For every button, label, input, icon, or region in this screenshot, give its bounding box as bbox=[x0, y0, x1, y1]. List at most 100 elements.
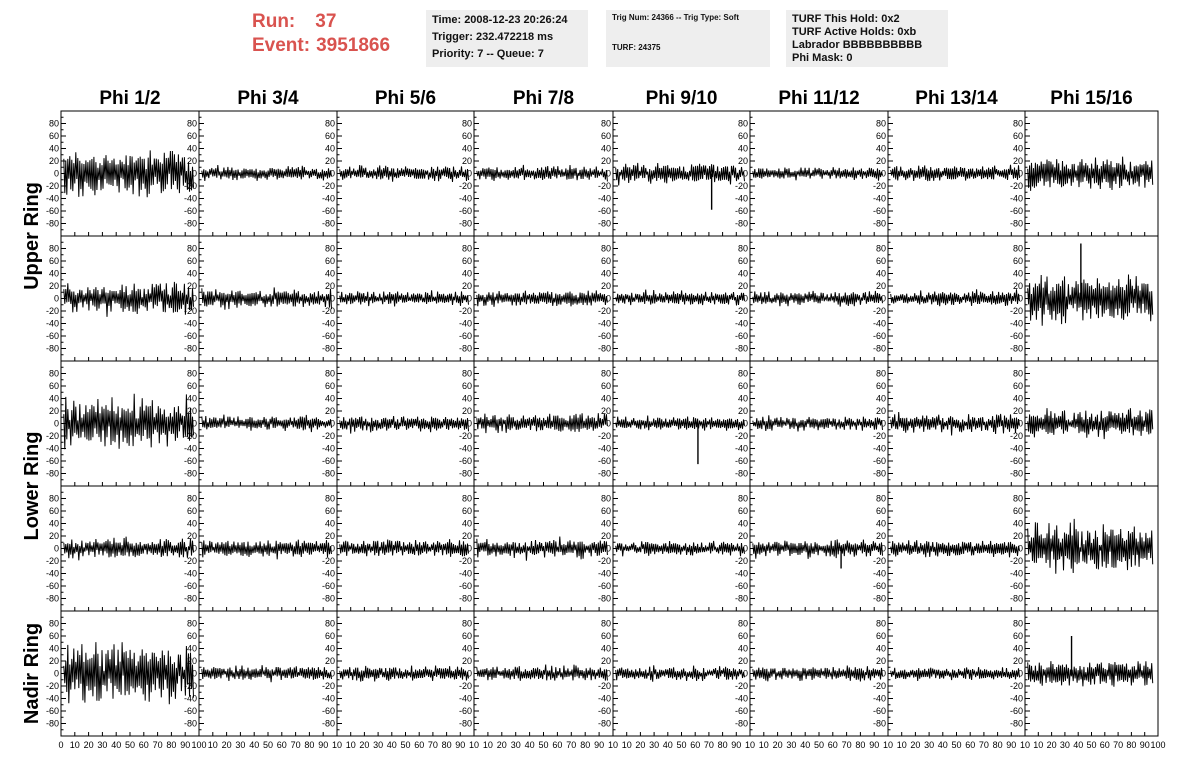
y-tick-label: 0 bbox=[192, 669, 197, 679]
x-tick-label: 90 bbox=[180, 740, 190, 750]
y-tick-label: 40 bbox=[187, 269, 197, 279]
x-tick-label: 90 bbox=[318, 740, 328, 750]
y-tick-label: 0 bbox=[606, 544, 611, 554]
y-tick-label: -20 bbox=[1010, 556, 1023, 566]
y-tick-label: 20 bbox=[49, 656, 59, 666]
waveform-line bbox=[201, 165, 332, 182]
y-tick-label: -20 bbox=[184, 181, 197, 191]
x-tick-label: 90 bbox=[1140, 740, 1150, 750]
phi-label: Phi 7/8 bbox=[513, 88, 574, 109]
y-tick-label: 40 bbox=[462, 269, 472, 279]
y-tick-label: -40 bbox=[322, 694, 335, 704]
y-tick-label: 40 bbox=[462, 519, 472, 529]
y-tick-label: -80 bbox=[735, 469, 748, 479]
y-tick-label: 60 bbox=[187, 506, 197, 516]
y-tick-label: -20 bbox=[46, 431, 59, 441]
event-value: 3951866 bbox=[316, 35, 391, 56]
y-tick-label: 40 bbox=[462, 644, 472, 654]
x-tick-label: 10 bbox=[759, 740, 769, 750]
y-tick-label: -80 bbox=[1010, 594, 1023, 604]
y-tick-label: 60 bbox=[325, 131, 335, 141]
y-tick-label: 40 bbox=[325, 394, 335, 404]
y-tick-label: -20 bbox=[459, 431, 472, 441]
y-tick-label: -80 bbox=[459, 469, 472, 479]
y-tick-label: -20 bbox=[735, 181, 748, 191]
waveform-panel: 80 60 40 20 0 -20 -40 -60 -80 bbox=[735, 485, 889, 612]
y-tick-label: 80 bbox=[462, 244, 472, 254]
y-tick-label: 20 bbox=[601, 656, 611, 666]
y-tick-label: -20 bbox=[1010, 181, 1023, 191]
y-tick-label: 0 bbox=[606, 169, 611, 179]
x-tick-label: 90 bbox=[1006, 740, 1016, 750]
y-tick-label: -20 bbox=[322, 681, 335, 691]
y-tick-label: -80 bbox=[735, 719, 748, 729]
y-tick-label: -80 bbox=[46, 594, 59, 604]
y-tick-label: 80 bbox=[1013, 369, 1023, 379]
y-tick-label: -80 bbox=[322, 219, 335, 229]
y-tick-label: -20 bbox=[459, 556, 472, 566]
waveform-line bbox=[615, 540, 745, 557]
x-tick-label: 20 bbox=[1047, 740, 1057, 750]
y-tick-label: -40 bbox=[1010, 194, 1023, 204]
waveform-panel: 80 60 40 20 0 -20 -40 -60 -80 bbox=[873, 610, 1026, 737]
x-tick-label: 40 bbox=[938, 740, 948, 750]
y-tick-label: 60 bbox=[876, 506, 886, 516]
y-tick-label: -40 bbox=[735, 319, 748, 329]
y-tick-label: 60 bbox=[601, 256, 611, 266]
y-tick-label: 0 bbox=[330, 544, 335, 554]
y-tick-label: 40 bbox=[1013, 644, 1023, 654]
y-tick-label: 20 bbox=[738, 656, 748, 666]
x-tick-label: 50 bbox=[1086, 740, 1096, 750]
waveform-line bbox=[615, 665, 745, 682]
y-tick-label: -20 bbox=[459, 306, 472, 316]
y-tick-label: 20 bbox=[49, 156, 59, 166]
waveform-line bbox=[752, 290, 883, 307]
y-tick-label: 20 bbox=[187, 531, 197, 541]
waveform-panel: 80 60 40 20 0 -20 -40 -60 -80 bbox=[1010, 610, 1159, 737]
x-tick-label: 80 bbox=[855, 740, 865, 750]
waveform-panel: 80 60 40 20 0 -20 -40 -60 -80 bbox=[735, 235, 889, 362]
trigger-text: Trigger: 232.472218 ms bbox=[432, 31, 554, 43]
y-tick-label: 60 bbox=[187, 381, 197, 391]
y-tick-label: -80 bbox=[873, 219, 886, 229]
y-tick-label: 40 bbox=[601, 144, 611, 154]
y-tick-label: 80 bbox=[325, 619, 335, 629]
y-tick-label: 20 bbox=[601, 531, 611, 541]
phi-label: Phi 1/2 bbox=[99, 88, 160, 109]
y-tick-label: 60 bbox=[325, 256, 335, 266]
y-tick-label: 0 bbox=[54, 419, 59, 429]
x-tick-label: 40 bbox=[663, 740, 673, 750]
y-tick-label: 40 bbox=[462, 144, 472, 154]
y-tick-label: 80 bbox=[187, 619, 197, 629]
x-tick-label: 60 bbox=[552, 740, 562, 750]
y-tick-label: -20 bbox=[873, 556, 886, 566]
y-tick-label: 0 bbox=[330, 169, 335, 179]
waveform-line bbox=[890, 540, 1020, 558]
phi-label: Phi 15/16 bbox=[1050, 88, 1132, 109]
waveform-panel: 80 60 40 20 0 -20 -40 -60 -80 bbox=[184, 485, 338, 612]
y-tick-label: -20 bbox=[1010, 306, 1023, 316]
y-tick-label: 20 bbox=[1013, 281, 1023, 291]
x-tick-label: 70 bbox=[704, 740, 714, 750]
y-tick-label: 40 bbox=[601, 269, 611, 279]
waveform-panel: 80 60 40 20 0 -20 -40 -60 -80 bbox=[184, 360, 338, 487]
waveform-line bbox=[63, 642, 194, 705]
y-tick-label: 20 bbox=[462, 656, 472, 666]
x-tick-label: 10 bbox=[897, 740, 907, 750]
y-tick-label: 80 bbox=[601, 119, 611, 129]
y-tick-label: 0 bbox=[743, 669, 748, 679]
y-tick-label: -60 bbox=[873, 706, 886, 716]
y-tick-label: -60 bbox=[1010, 331, 1023, 341]
x-tick-label: 10 bbox=[1033, 740, 1043, 750]
waveform-panel: 80 60 40 20 0 -20 -40 -60 -80 bbox=[598, 360, 751, 487]
y-tick-label: -60 bbox=[46, 706, 59, 716]
y-tick-label: -40 bbox=[459, 319, 472, 329]
y-tick-label: -40 bbox=[873, 694, 886, 704]
run-label: Run: bbox=[252, 11, 296, 32]
y-tick-label: 20 bbox=[325, 656, 335, 666]
y-tick-label: 60 bbox=[1013, 506, 1023, 516]
y-tick-label: -60 bbox=[735, 706, 748, 716]
y-tick-label: 60 bbox=[1013, 131, 1023, 141]
y-tick-label: 80 bbox=[876, 369, 886, 379]
y-tick-label: 40 bbox=[49, 519, 59, 529]
